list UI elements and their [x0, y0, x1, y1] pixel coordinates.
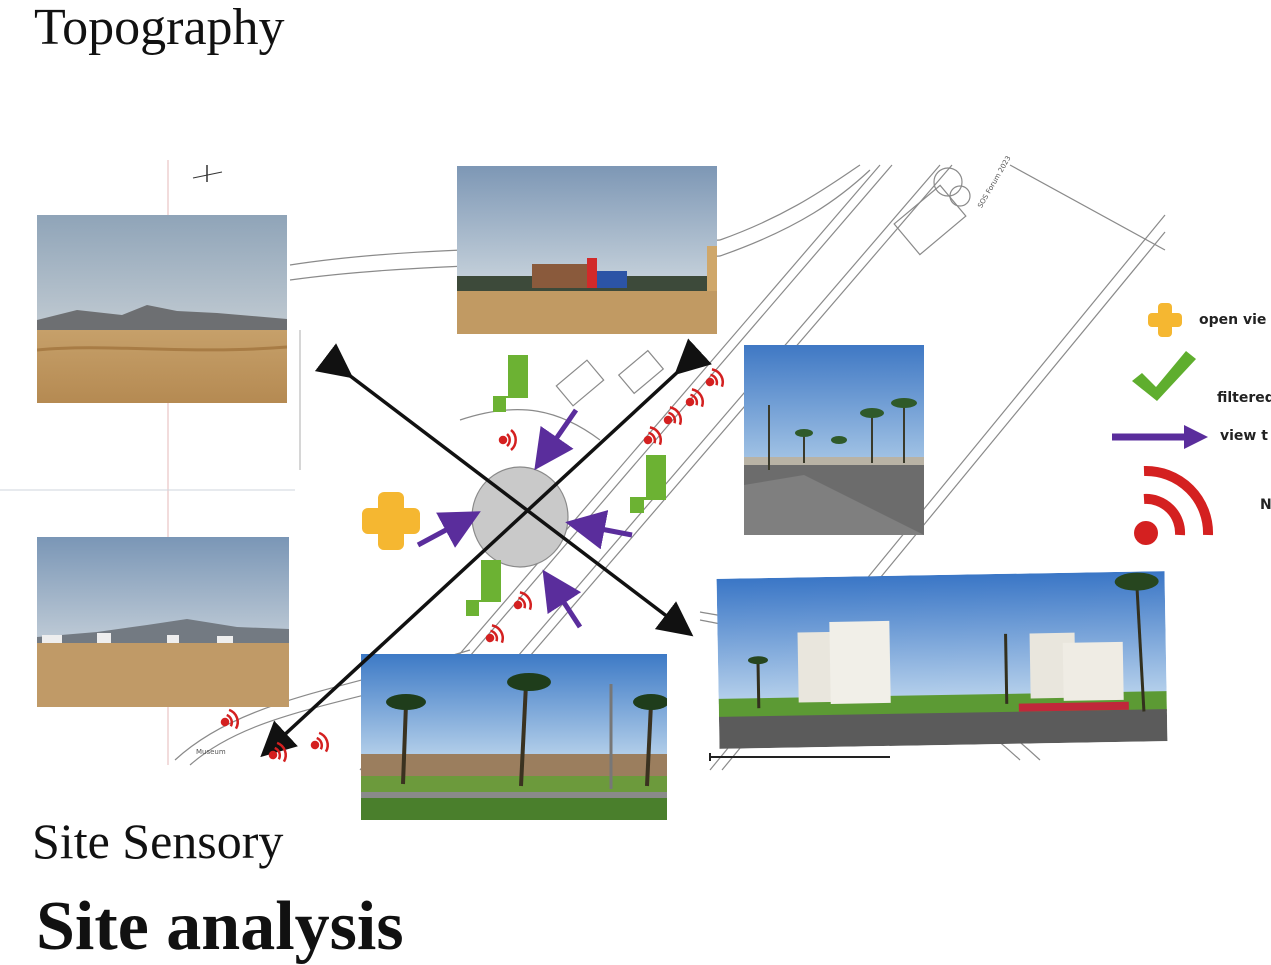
- legend-label-noise: N: [1260, 497, 1271, 513]
- legend-check-icon: [1132, 351, 1196, 401]
- view-direction-arrows: [416, 408, 633, 629]
- photo-desert-flat: [37, 537, 289, 707]
- heading-site-sensory: Site Sensory: [32, 813, 284, 869]
- photo-desert-mountains: [37, 215, 287, 403]
- filtered-view-check-icons: [466, 355, 666, 616]
- heading-topography: Topography: [34, 0, 285, 56]
- legend-label-open-view: open vie: [1199, 312, 1267, 328]
- photo-palm-road: [744, 345, 924, 535]
- open-view-plus-icon: [362, 492, 420, 550]
- legend-plus-icon: [1148, 303, 1182, 337]
- legend-symbols: [1112, 303, 1214, 545]
- photo-panorama-sign: [716, 571, 1168, 749]
- photo-buildings: [457, 166, 717, 334]
- north-arrow-icon: [192, 165, 223, 182]
- museum-label: Museum: [196, 748, 226, 756]
- legend-noise-icon: [1134, 465, 1214, 545]
- legend-arrow-icon: [1112, 425, 1208, 449]
- legend-label-filtered: filtered: [1217, 390, 1271, 406]
- heading-site-analysis: Site analysis: [36, 888, 404, 965]
- legend-label-view-to: view t: [1220, 428, 1268, 444]
- axis-arrow-ne-sw: [260, 338, 712, 758]
- noise-icons: [220, 368, 724, 763]
